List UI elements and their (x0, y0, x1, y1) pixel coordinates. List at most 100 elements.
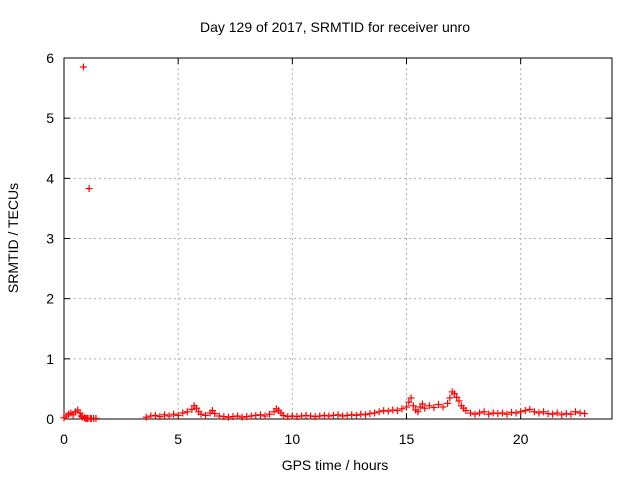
data-point-0-81 (398, 405, 406, 413)
data-point-0-80 (393, 407, 401, 415)
data-point-0-94 (439, 403, 447, 411)
data-point-0-70 (348, 411, 356, 419)
data-point-0-119 (535, 409, 543, 417)
data-point-0-73 (361, 411, 369, 419)
data-point-0-49 (261, 412, 269, 420)
y-tick-label-2: 2 (46, 291, 54, 307)
data-point-0-91 (425, 402, 433, 410)
data-point-0-61 (307, 412, 315, 420)
point-layer (60, 63, 589, 422)
data-point-0-74 (366, 410, 374, 418)
data-point-0-59 (297, 412, 305, 420)
data-point-0-58 (293, 413, 301, 421)
data-point-0-122 (549, 410, 557, 418)
data-point-0-116 (521, 407, 529, 415)
data-point-0-20 (142, 413, 150, 421)
data-point-0-35 (202, 411, 210, 419)
data-point-0-104 (466, 409, 474, 417)
data-point-0-29 (183, 408, 191, 416)
data-point-0-89 (418, 400, 426, 408)
data-point-0-67 (334, 411, 342, 419)
data-point-0-112 (503, 410, 511, 418)
data-point-0-63 (316, 412, 324, 420)
data-point-0-115 (517, 408, 525, 416)
data-point-0-50 (266, 410, 273, 418)
data-point-0-57 (288, 412, 296, 420)
data-point-0-78 (384, 407, 392, 415)
data-point-0-69 (343, 411, 351, 419)
data-point-0-44 (238, 413, 246, 421)
data-point-0-126 (567, 410, 575, 418)
data-point-0-62 (311, 413, 319, 421)
data-point-0-85 (409, 402, 417, 410)
data-point-0-66 (329, 411, 337, 419)
x-tick-label-0: 0 (60, 431, 68, 447)
data-point-0-113 (508, 408, 516, 416)
data-point-0-110 (494, 410, 502, 418)
data-point-0-72 (357, 410, 365, 418)
y-tick-label-3: 3 (46, 231, 54, 247)
data-point-0-111 (498, 409, 506, 417)
data-point-0-79 (389, 406, 397, 414)
data-point-0-71 (352, 411, 360, 419)
data-point-0-42 (229, 413, 237, 421)
data-point-0-93 (434, 401, 442, 409)
y-tick-label-1: 1 (46, 351, 54, 367)
data-point-0-39 (215, 412, 223, 420)
data-point-0-99 (453, 393, 461, 401)
data-point-0-24 (160, 411, 168, 419)
y-tick-label-5: 5 (46, 110, 54, 126)
data-point-0-105 (471, 410, 479, 418)
data-point-0-15 (85, 185, 93, 193)
x-axis-label: GPS time / hours (282, 457, 389, 473)
data-point-0-23 (156, 413, 164, 421)
data-point-0-100 (455, 397, 463, 405)
data-point-0-108 (485, 410, 493, 418)
data-point-0-96 (446, 394, 454, 402)
data-point-0-46 (247, 412, 255, 420)
data-point-0-60 (302, 411, 310, 419)
data-point-0-22 (151, 411, 159, 419)
y-tick-label-4: 4 (46, 170, 54, 186)
data-point-0-117 (526, 405, 534, 413)
data-point-0-128 (576, 409, 584, 417)
x-tick-label-2: 10 (285, 431, 301, 447)
data-point-0-40 (220, 413, 228, 421)
data-point-0-103 (462, 407, 470, 415)
chart-title: Day 129 of 2017, SRMTID for receiver unr… (200, 19, 470, 35)
data-point-0-87 (414, 408, 422, 416)
data-point-0-106 (476, 409, 484, 417)
data-point-0-114 (512, 409, 520, 417)
data-point-0-107 (480, 408, 488, 416)
data-point-0-75 (371, 409, 379, 417)
data-point-0-45 (243, 413, 251, 421)
data-point-0-28 (179, 409, 187, 417)
data-point-0-129 (581, 410, 589, 418)
data-point-0-92 (430, 404, 438, 412)
data-point-0-68 (339, 412, 347, 420)
data-point-0-19 (92, 414, 100, 422)
data-point-0-125 (562, 410, 570, 418)
y-tick-label-0: 0 (46, 411, 54, 427)
data-point-0-48 (256, 411, 264, 419)
data-point-0-25 (165, 412, 173, 420)
data-point-0-64 (320, 411, 328, 419)
data-point-0-120 (540, 408, 547, 416)
data-point-0-90 (421, 404, 429, 412)
data-point-0-43 (234, 412, 242, 420)
data-point-0-10 (79, 63, 87, 71)
y-axis-label: SRMTID / TECUs (5, 183, 21, 293)
data-point-0-84 (407, 394, 415, 402)
data-point-0-47 (252, 411, 260, 419)
data-point-0-121 (544, 410, 552, 418)
data-point-0-98 (450, 390, 458, 398)
x-tick-label-3: 15 (399, 431, 415, 447)
data-point-0-55 (279, 411, 287, 419)
data-point-0-95 (444, 399, 452, 407)
data-point-0-32 (192, 404, 200, 412)
data-point-0-56 (284, 413, 292, 421)
data-point-0-118 (530, 408, 538, 416)
data-point-0-65 (325, 412, 333, 420)
data-point-0-7 (76, 409, 84, 417)
